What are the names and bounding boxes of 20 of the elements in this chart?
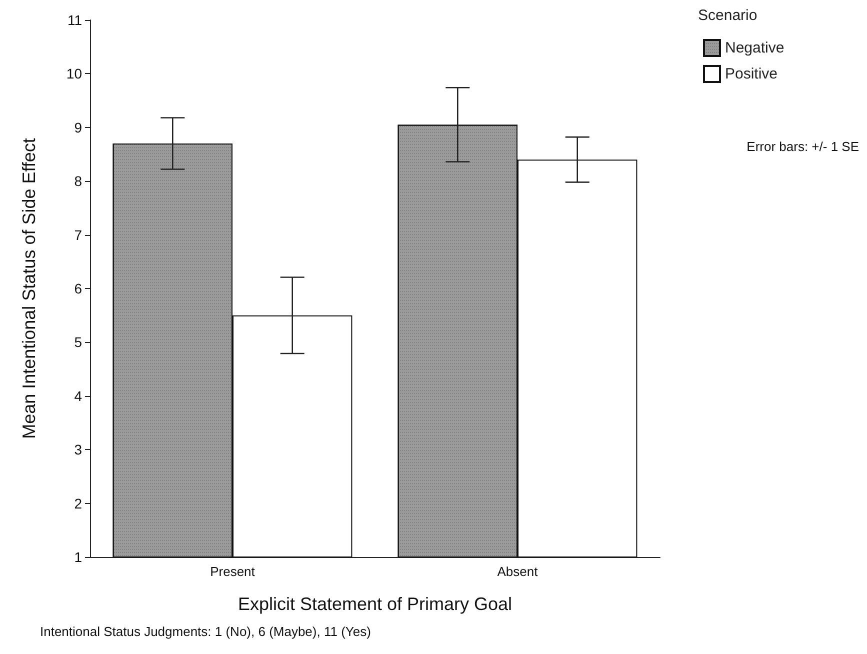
text: Error bars: +/- 1 SE	[746, 139, 860, 154]
y-axis-title: Mean Intentional Status of Side Effect	[19, 138, 39, 439]
y-tick-label: 1	[74, 549, 82, 565]
y-tick-label: 8	[74, 173, 82, 190]
y-tick-label: 11	[67, 12, 82, 28]
x-axis-title: Explicit Statement of Primary Goal	[238, 594, 512, 614]
legend-title: Scenario	[698, 7, 758, 24]
y-tick-label: 4	[74, 388, 82, 404]
y-tick-label: 10	[66, 66, 82, 82]
text: Intentional Status Judgments: 1 (No), 6 (Maybe), 11 (Yes)	[40, 624, 371, 639]
x-tick-label: Absent	[497, 564, 538, 579]
y-tick-label: 5	[74, 334, 82, 350]
y-tick-label: 9	[74, 119, 82, 136]
y-tick-label: 2	[74, 495, 82, 512]
legend-label: Positive	[725, 66, 778, 82]
y-tick-label: 6	[74, 280, 82, 296]
y-tick-label: 3	[74, 442, 82, 458]
legend-label: Negative	[725, 40, 784, 56]
y-tick-label: 7	[74, 226, 82, 243]
x-tick-label: Present	[210, 564, 256, 579]
